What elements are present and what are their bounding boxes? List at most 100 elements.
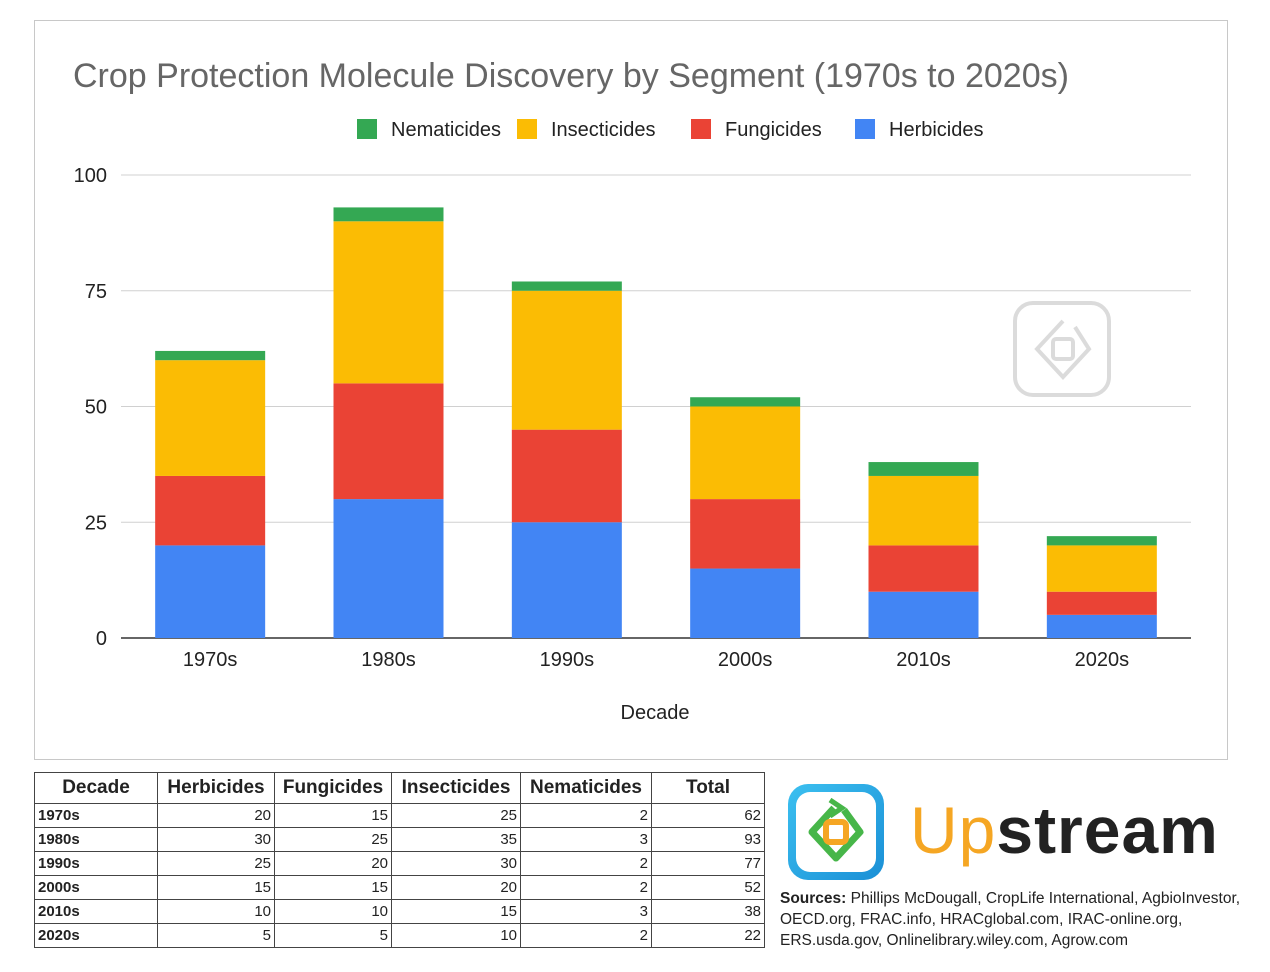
table-cell: 2 [520,851,652,876]
table-cell: 35 [391,827,521,852]
x-tick-label: 2020s [1075,649,1130,671]
table-cell: 15 [157,875,275,900]
bar-1970s-insecticides [155,360,266,476]
table-cell: 10 [274,899,392,924]
x-tick-label: 1970s [183,649,238,671]
table-cell: 15 [274,875,392,900]
bar-1990s-insecticides [511,290,622,430]
legend-swatch-fungicides [691,119,711,139]
y-tick-label: 100 [74,165,107,187]
table-cell: 20 [157,803,275,828]
table-cell: 38 [651,899,765,924]
header-total: Total [651,772,765,804]
table-cell: 25 [391,803,521,828]
upstream-logo: Upstream [784,780,1254,880]
y-tick-label: 0 [96,628,107,650]
chart-legend: Nematicides Insecticides Fungicides Herbici… [357,119,983,141]
data-table: Decade Herbicides Fungicides Insecticide… [34,772,765,948]
chart-bars [155,207,1157,638]
bar-1990s-herbicides [511,522,622,638]
legend-label-herbicides: Herbicides [889,119,983,141]
chart-title: Crop Protection Molecule Discovery by Se… [73,57,1069,95]
table-cell: 10 [391,923,521,948]
bar-1990s-fungicides [511,429,622,523]
sources-note: Sources: Phillips McDougall, CropLife In… [780,888,1260,951]
table-cell: 22 [651,923,765,948]
bar-2010s-herbicides [868,591,979,638]
table-cell: 2010s [34,899,158,924]
header-fungicides: Fungicides [274,772,392,804]
table-cell: 1970s [34,803,158,828]
bar-2000s-herbicides [690,568,801,638]
table-cell: 25 [274,827,392,852]
sources-text: Phillips McDougall, CropLife Internation… [780,890,1241,949]
table-cell: 25 [157,851,275,876]
table-header-row: Decade Herbicides Fungicides Insecticide… [34,772,765,804]
table-cell: 2 [520,923,652,948]
chart-gridlines [121,174,1191,639]
bar-2010s-nematicides [868,462,979,476]
table-cell: 52 [651,875,765,900]
table-cell: 5 [274,923,392,948]
legend-label-nematicides: Nematicides [391,119,501,141]
bar-2020s-insecticides [1046,545,1157,592]
table-cell: 20 [274,851,392,876]
brand-name: Upstream [910,782,1219,878]
table-cell: 2 [520,875,652,900]
brand-name-up: Up [910,793,997,867]
legend-swatch-herbicides [855,119,875,139]
bar-2000s-fungicides [690,499,801,569]
table-cell: 2 [520,803,652,828]
table-cell: 1990s [34,851,158,876]
bar-2010s-insecticides [868,475,979,546]
bar-1980s-insecticides [333,221,444,384]
table-row: 1990s 25 20 30 2 77 [34,851,765,876]
table-row: 1970s 20 15 25 2 62 [34,803,765,828]
legend-swatch-nematicides [357,119,377,139]
header-insecticides: Insecticides [391,772,521,804]
bar-2010s-fungicides [868,545,979,592]
table-row: 2010s 10 10 15 3 38 [34,899,765,924]
table-cell: 10 [157,899,275,924]
table-row: 2020s 5 5 10 2 22 [34,923,765,948]
x-tick-label: 2010s [896,649,951,671]
table-cell: 30 [391,851,521,876]
table-cell: 30 [157,827,275,852]
table-cell: 15 [391,899,521,924]
y-tick-label: 25 [85,512,107,534]
bar-2020s-nematicides [1046,536,1157,546]
table-row: 1980s 30 25 35 3 93 [34,827,765,852]
table-cell: 5 [157,923,275,948]
table-cell: 3 [520,899,652,924]
table-cell: 2000s [34,875,158,900]
x-axis-label: Decade [621,702,690,724]
chart-frame: Crop Protection Molecule Discovery by Se… [34,20,1228,760]
table-cell: 93 [651,827,765,852]
x-tick-label: 2000s [718,649,773,671]
bar-2000s-insecticides [690,406,801,500]
upstream-logo-icon [788,784,884,880]
table-cell: 2020s [34,923,158,948]
legend-swatch-insecticides [517,119,537,139]
x-tick-label: 1990s [540,649,595,671]
bar-2000s-nematicides [690,397,801,407]
bar-2020s-fungicides [1046,591,1157,615]
table-row: 2000s 15 15 20 2 52 [34,875,765,900]
bar-1990s-nematicides [511,281,622,291]
table-cell: 20 [391,875,521,900]
table-cell: 77 [651,851,765,876]
brand-name-stream: stream [996,793,1219,867]
y-axis-ticks: 0 25 50 75 100 [74,165,107,650]
legend-label-fungicides: Fungicides [725,119,822,141]
x-tick-label: 1980s [361,649,416,671]
bar-2020s-herbicides [1046,614,1157,638]
stacked-bar-chart: Crop Protection Molecule Discovery by Se… [73,57,1191,724]
table-cell: 15 [274,803,392,828]
bar-1970s-fungicides [155,475,266,546]
bar-1980s-nematicides [333,207,444,222]
header-nematicides: Nematicides [520,772,652,804]
header-decade: Decade [34,772,158,804]
header-herbicides: Herbicides [157,772,275,804]
table-cell: 1980s [34,827,158,852]
bar-1980s-herbicides [333,499,444,638]
